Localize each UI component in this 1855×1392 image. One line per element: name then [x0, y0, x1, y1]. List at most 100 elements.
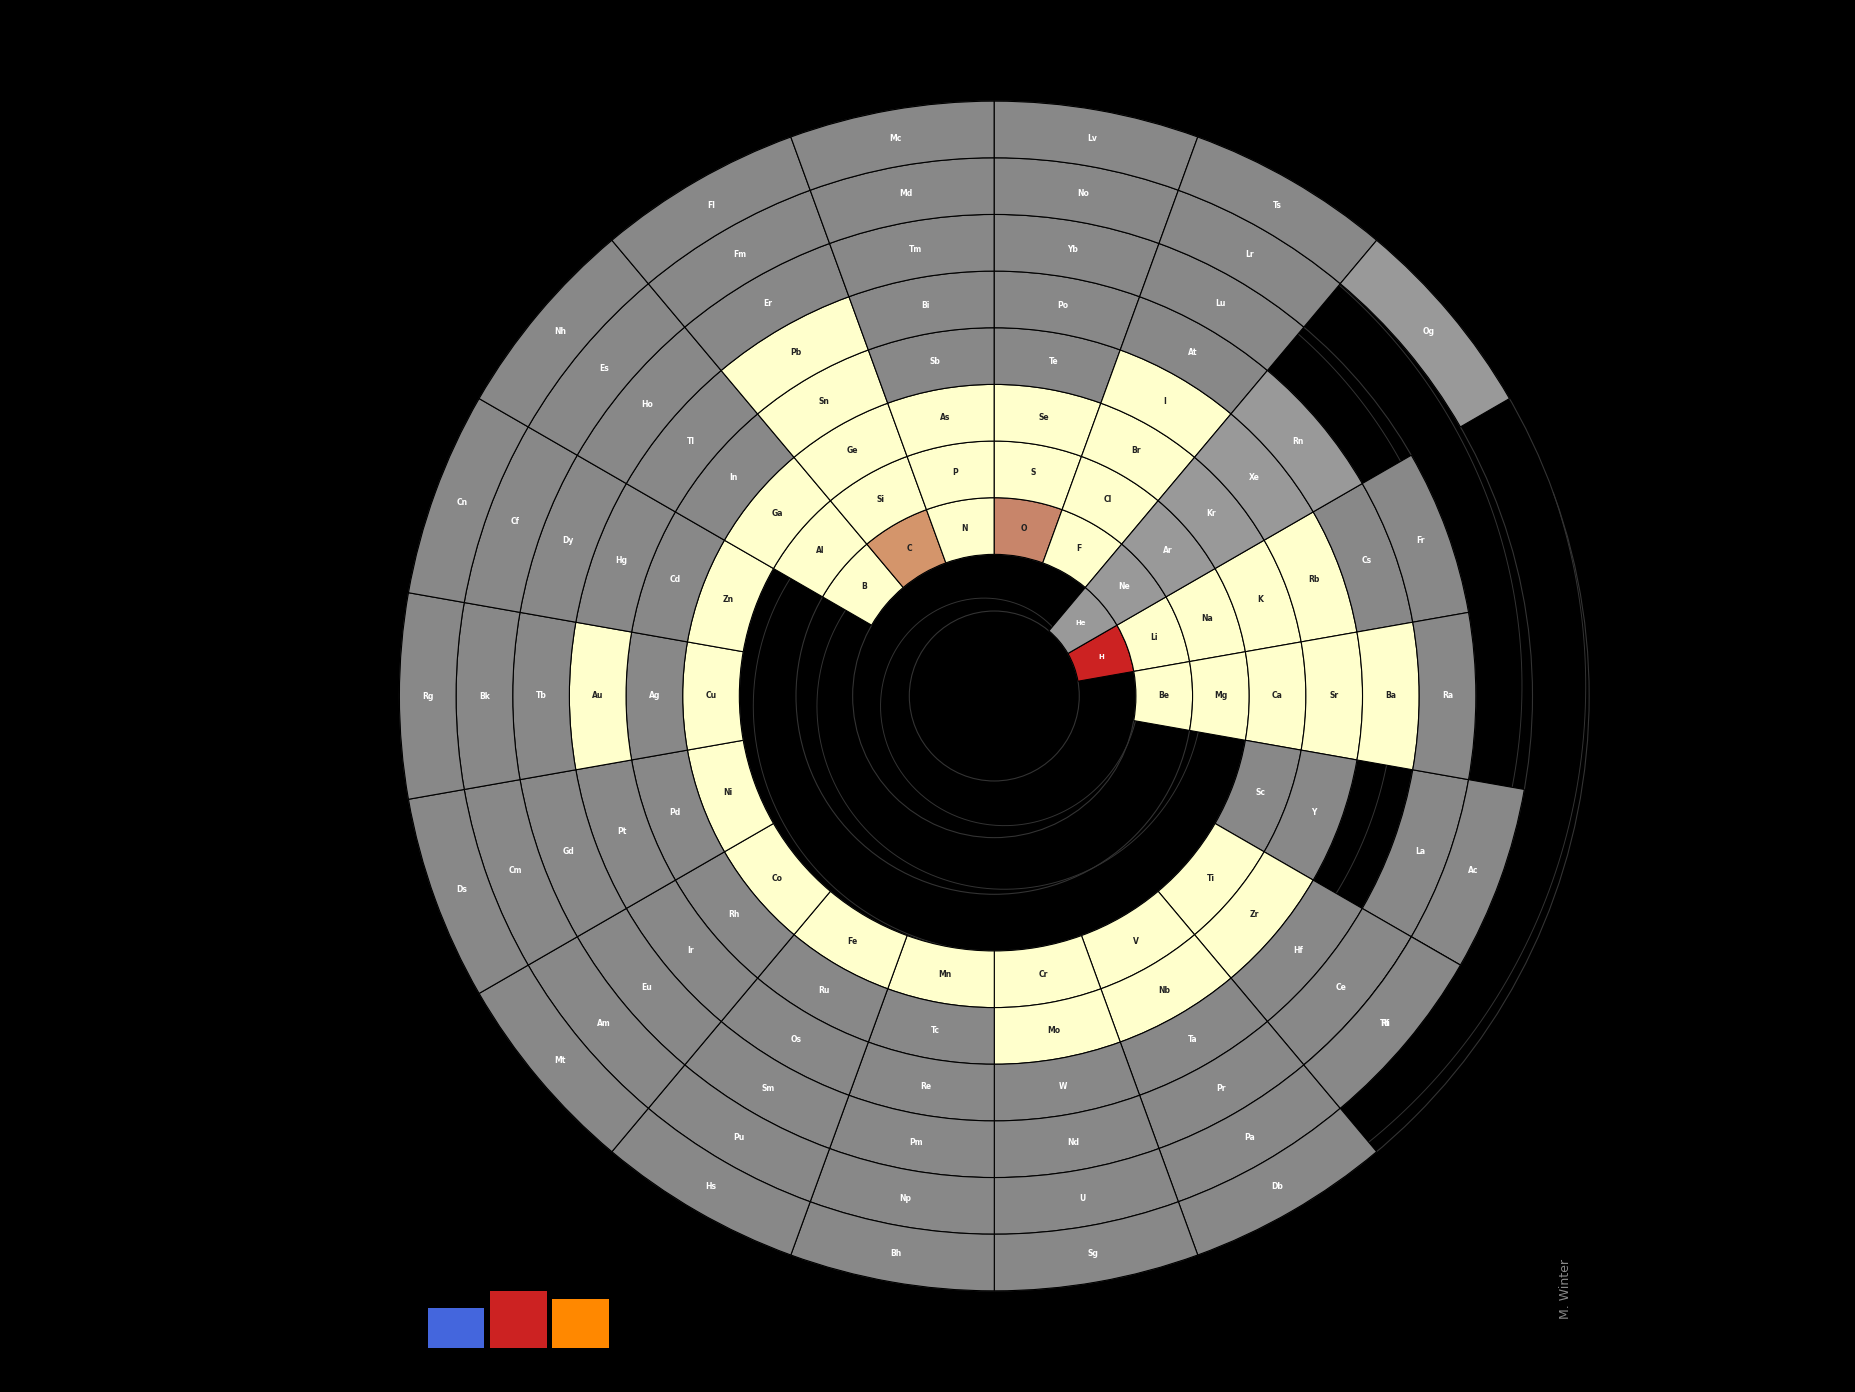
Text: Cm: Cm — [508, 866, 521, 876]
Wedge shape — [1158, 1065, 1339, 1201]
Wedge shape — [631, 750, 723, 880]
Text: Rg: Rg — [421, 692, 434, 700]
Text: N: N — [961, 525, 968, 533]
Wedge shape — [811, 1148, 994, 1235]
Wedge shape — [529, 284, 684, 455]
Wedge shape — [994, 1201, 1196, 1290]
Wedge shape — [1313, 483, 1412, 632]
Wedge shape — [519, 770, 625, 937]
Text: Mn: Mn — [939, 970, 952, 980]
Wedge shape — [1133, 661, 1193, 731]
Wedge shape — [994, 214, 1158, 296]
Text: Ar: Ar — [1163, 546, 1172, 555]
Wedge shape — [1302, 937, 1460, 1108]
Text: Re: Re — [920, 1082, 931, 1091]
Text: Yb: Yb — [1067, 245, 1078, 255]
Wedge shape — [1362, 455, 1467, 622]
Wedge shape — [994, 327, 1120, 404]
Wedge shape — [519, 455, 625, 622]
Text: Sg: Sg — [1087, 1250, 1098, 1258]
Text: Mo: Mo — [1046, 1026, 1059, 1036]
Text: H: H — [1098, 654, 1104, 660]
Wedge shape — [625, 880, 757, 1022]
FancyBboxPatch shape — [427, 1308, 484, 1347]
Text: Y: Y — [1310, 807, 1315, 817]
Wedge shape — [994, 498, 1061, 562]
Wedge shape — [1178, 136, 1376, 284]
Wedge shape — [683, 642, 742, 750]
Text: Pa: Pa — [1243, 1133, 1254, 1141]
Text: Nh: Nh — [555, 327, 566, 337]
Wedge shape — [464, 780, 577, 965]
Wedge shape — [684, 1022, 848, 1148]
Wedge shape — [1139, 244, 1302, 370]
Text: Cu: Cu — [705, 692, 716, 700]
Text: Np: Np — [900, 1194, 911, 1203]
Text: Pr: Pr — [1215, 1084, 1224, 1093]
Wedge shape — [1195, 413, 1313, 540]
Text: O: O — [1020, 525, 1026, 533]
Text: Rn: Rn — [1291, 437, 1302, 445]
Text: U: U — [1080, 1194, 1085, 1203]
Wedge shape — [848, 1043, 994, 1121]
Wedge shape — [1100, 934, 1230, 1043]
Text: Ag: Ag — [647, 692, 660, 700]
Text: Ta: Ta — [1187, 1034, 1196, 1044]
Text: Tb: Tb — [536, 692, 545, 700]
Wedge shape — [569, 622, 631, 770]
Text: La: La — [1414, 846, 1425, 856]
Text: Lu: Lu — [1215, 299, 1226, 308]
Text: Ti: Ti — [1206, 874, 1215, 883]
Text: W: W — [1059, 1082, 1067, 1091]
Wedge shape — [575, 483, 675, 632]
Text: Rh: Rh — [727, 910, 738, 919]
Wedge shape — [1120, 501, 1215, 597]
Wedge shape — [512, 612, 575, 780]
Text: Hf: Hf — [1293, 947, 1302, 955]
Circle shape — [909, 611, 1080, 781]
Text: B: B — [861, 582, 866, 592]
Wedge shape — [1263, 750, 1356, 880]
Wedge shape — [1302, 937, 1460, 1108]
Text: Se: Se — [1037, 412, 1048, 422]
Wedge shape — [479, 965, 647, 1151]
Text: Pd: Pd — [670, 807, 681, 817]
Text: Sm: Sm — [761, 1084, 774, 1093]
Wedge shape — [1339, 241, 1508, 427]
Wedge shape — [994, 935, 1100, 1008]
Wedge shape — [757, 349, 887, 458]
Wedge shape — [994, 1096, 1158, 1178]
Wedge shape — [686, 741, 774, 852]
Text: Br: Br — [1130, 447, 1141, 455]
Text: At: At — [1187, 348, 1196, 358]
Text: Ds: Ds — [456, 885, 467, 894]
Wedge shape — [1195, 852, 1313, 979]
Wedge shape — [907, 441, 994, 509]
Text: Gd: Gd — [562, 846, 573, 856]
Wedge shape — [1230, 370, 1362, 512]
Wedge shape — [887, 384, 994, 457]
Wedge shape — [575, 760, 675, 909]
Wedge shape — [1215, 741, 1300, 852]
Text: Ir: Ir — [686, 947, 694, 955]
Wedge shape — [631, 512, 723, 642]
Text: Li: Li — [1150, 633, 1158, 642]
Text: Zn: Zn — [722, 594, 733, 604]
Text: Sc: Sc — [1254, 788, 1265, 798]
Wedge shape — [612, 136, 811, 284]
Text: Md: Md — [898, 189, 913, 198]
Wedge shape — [1081, 404, 1195, 501]
Text: Eu: Eu — [642, 983, 653, 992]
Wedge shape — [612, 1108, 811, 1256]
Wedge shape — [1061, 457, 1158, 544]
Text: Te: Te — [1048, 356, 1057, 366]
Text: Pm: Pm — [909, 1137, 922, 1147]
Wedge shape — [675, 852, 794, 979]
Text: Tm: Tm — [909, 245, 922, 255]
Wedge shape — [1245, 642, 1306, 750]
Wedge shape — [1120, 296, 1267, 413]
Wedge shape — [790, 102, 994, 191]
Wedge shape — [1100, 349, 1230, 458]
Text: M. Winter: M. Winter — [1558, 1260, 1571, 1320]
Wedge shape — [822, 544, 903, 625]
